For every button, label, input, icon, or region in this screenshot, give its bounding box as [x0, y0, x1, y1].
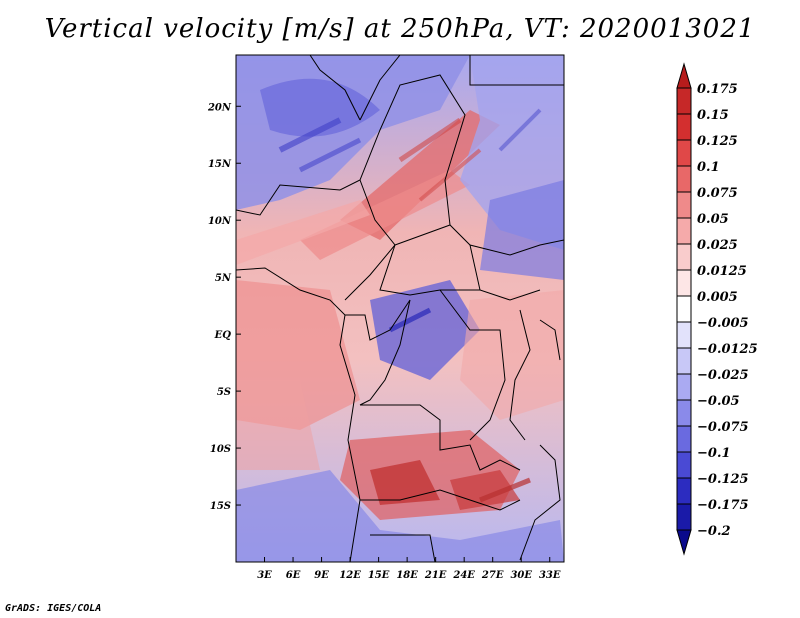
colorbar-segment — [676, 243, 692, 271]
colorbar-label: −0.2 — [697, 524, 731, 539]
colorbar-label: 0.15 — [697, 108, 729, 123]
colorbar: 0.175 0.15 0.125 0.1 0.075 0.05 0.025 0.0125 0.0… — [676, 62, 758, 556]
lat-label: EQ — [214, 330, 232, 341]
map-title: Vertical velocity [m/s] at 250hPa, VT: 2… — [44, 14, 756, 44]
longitude-axis: 3E 6E 9E 12E 15E 18E 21E 24E 27E 30E 33E — [257, 557, 561, 581]
colorbar-label: 0.075 — [697, 186, 738, 201]
colorbar-label: −0.125 — [697, 472, 749, 487]
colorbar-segment — [676, 217, 692, 245]
colorbar-segment — [676, 373, 692, 401]
colorbar-label: −0.005 — [697, 316, 749, 331]
colorbar-label: 0.175 — [697, 82, 738, 97]
colorbar-segment — [676, 425, 692, 453]
lon-label: 18E — [396, 570, 418, 581]
colorbar-bottom-triangle — [676, 529, 692, 556]
colorbar-segment — [676, 87, 692, 115]
colorbar-segment — [676, 139, 692, 167]
lat-label: 15S — [210, 501, 231, 512]
lat-label: 15N — [208, 159, 232, 170]
colorbar-segment — [676, 165, 692, 193]
lon-label: 33E — [539, 570, 561, 581]
colorbar-segment — [676, 269, 692, 297]
lon-label: 12E — [339, 570, 361, 581]
colorbar-segment — [676, 503, 692, 531]
colorbar-segment — [676, 113, 692, 141]
colorbar-label: 0.025 — [697, 238, 738, 253]
lon-label: 9E — [314, 570, 329, 581]
colorbar-label: −0.0125 — [697, 342, 758, 357]
colorbar-segment — [676, 321, 692, 349]
lon-label: 15E — [368, 570, 390, 581]
lat-label: 10S — [210, 444, 231, 455]
colorbar-segment — [676, 399, 692, 427]
lon-label: 6E — [286, 570, 301, 581]
lon-label: 3E — [257, 570, 272, 581]
colorbar-segment — [676, 295, 692, 323]
colorbar-label: 0.0125 — [697, 264, 747, 279]
latitude-axis: 20N 15N 10N 5N EQ 5S 10S 15S — [207, 102, 241, 512]
colorbar-segment — [676, 477, 692, 505]
colorbar-top-triangle — [676, 62, 692, 89]
colorbar-segment — [676, 451, 692, 479]
colorbar-label: 0.125 — [697, 134, 738, 149]
lat-label: 20N — [207, 102, 232, 113]
lat-label: 5N — [215, 273, 232, 284]
velocity-field — [236, 55, 564, 562]
lon-label: 24E — [452, 570, 475, 581]
colorbar-label: 0.05 — [697, 212, 729, 227]
colorbar-label: −0.075 — [697, 420, 749, 435]
colorbar-segment — [676, 347, 692, 375]
colorbar-label: −0.175 — [697, 498, 749, 513]
colorbar-label: 0.005 — [697, 290, 738, 305]
lon-label: 21E — [424, 570, 447, 581]
colorbar-label: −0.1 — [697, 446, 731, 461]
country-borders — [236, 55, 564, 562]
lon-label: 30E — [510, 570, 532, 581]
grads-credit: GrADS: IGES/COLA — [5, 603, 102, 614]
lon-label: 27E — [481, 570, 504, 581]
colorbar-label: −0.025 — [697, 368, 749, 383]
colorbar-label: 0.1 — [697, 160, 720, 175]
map-frame — [235, 54, 565, 563]
lat-label: 5S — [217, 387, 231, 398]
lat-label: 10N — [208, 216, 232, 227]
colorbar-segment — [676, 191, 692, 219]
colorbar-label: −0.05 — [697, 394, 740, 409]
